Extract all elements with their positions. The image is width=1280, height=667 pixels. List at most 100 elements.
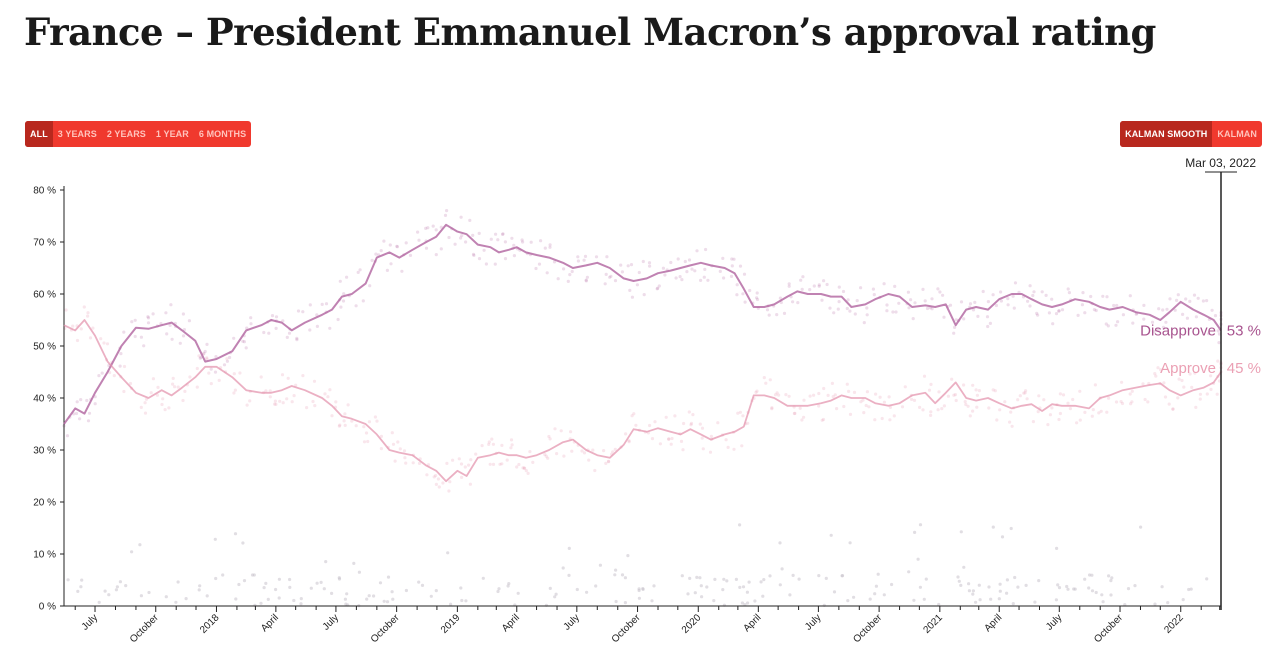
poll-point [1171, 407, 1175, 411]
poll-point [112, 374, 116, 378]
range-all-button[interactable]: ALL [25, 121, 53, 147]
poll-point [270, 314, 275, 318]
x-tick-label: 2021 [921, 612, 945, 636]
x-tick-label: October [128, 612, 161, 645]
range-2-years-button[interactable]: 2 YEARS [106, 129, 146, 139]
poll-point [1205, 299, 1209, 303]
x-tick-label: 2018 [198, 612, 222, 636]
poll-point [1090, 414, 1094, 418]
poll-point [556, 277, 560, 281]
poll-point [1216, 329, 1220, 333]
poll-point [241, 339, 245, 343]
poll-point [338, 279, 342, 283]
poll-point [323, 392, 327, 396]
poll-point [831, 395, 835, 399]
poll-point [880, 416, 884, 421]
poll-point [1114, 400, 1119, 404]
poll-point [429, 594, 433, 598]
x-tick-label: April [982, 612, 1004, 634]
poll-point [1198, 392, 1202, 396]
poll-point [845, 382, 849, 386]
poll-point [477, 231, 481, 235]
poll-point [836, 307, 840, 311]
range-1-year-button[interactable]: 1 YEAR [155, 129, 189, 139]
poll-point [1006, 297, 1010, 301]
poll-point [726, 445, 730, 449]
poll-point [278, 399, 282, 403]
poll-point [342, 419, 346, 423]
poll-point [576, 255, 580, 259]
poll-point [447, 235, 451, 240]
poll-point [973, 300, 977, 304]
range-3-years-button[interactable]: 3 YEARS [57, 129, 97, 139]
poll-point [103, 589, 107, 593]
poll-point [702, 275, 706, 279]
poll-point [817, 574, 821, 578]
poll-point [181, 398, 185, 403]
poll-point [799, 278, 803, 282]
poll-point [594, 584, 598, 588]
poll-point [630, 295, 635, 299]
poll-point [436, 477, 440, 481]
poll-point [233, 388, 237, 392]
poll-point [449, 602, 453, 606]
poll-point [228, 355, 232, 360]
range-6-months-button[interactable]: 6 MONTHS [198, 129, 247, 139]
poll-point [985, 315, 990, 319]
poll-point [362, 425, 366, 429]
poll-point [761, 594, 765, 598]
poll-point [1143, 397, 1147, 402]
poll-point [1215, 392, 1219, 396]
poll-point [539, 239, 543, 243]
poll-point [357, 570, 361, 574]
poll-point [151, 377, 155, 381]
poll-point [503, 240, 507, 244]
poll-point [614, 599, 618, 604]
poll-point [249, 316, 253, 320]
kalman-smooth-button[interactable]: KALMAN SMOOTH [1120, 121, 1213, 147]
poll-point [591, 448, 595, 452]
poll-point [1115, 303, 1119, 308]
poll-point [79, 327, 83, 331]
poll-point [122, 330, 126, 334]
poll-point [1051, 322, 1055, 326]
poll-point [846, 599, 850, 603]
poll-point [139, 335, 143, 339]
poll-point [1123, 603, 1127, 607]
poll-point [484, 262, 488, 266]
poll-point [743, 300, 747, 304]
poll-point [417, 580, 421, 584]
poll-point [521, 240, 525, 244]
poll-point [609, 274, 613, 278]
poll-point [1037, 394, 1041, 398]
poll-point [1187, 587, 1191, 592]
poll-point [700, 426, 705, 430]
poll-point [874, 392, 878, 396]
poll-point [146, 315, 150, 319]
poll-point [431, 224, 435, 228]
poll-point [1116, 320, 1120, 324]
poll-point [512, 254, 517, 258]
poll-point [623, 601, 628, 605]
poll-point [777, 393, 781, 397]
poll-point [364, 431, 369, 435]
poll-point [330, 591, 334, 595]
poll-point [755, 296, 759, 300]
poll-point [971, 308, 976, 312]
date-marker-label: Mar 03, 2022 [1185, 156, 1256, 170]
poll-point [198, 356, 202, 360]
poll-point [828, 306, 832, 310]
poll-point [924, 577, 928, 581]
poll-point [379, 434, 383, 438]
poll-point [605, 255, 609, 259]
poll-point [721, 256, 725, 260]
kalman-button[interactable]: KALMAN [1217, 129, 1257, 139]
poll-point [1173, 308, 1177, 312]
poll-point [923, 299, 927, 303]
poll-point [580, 449, 584, 453]
poll-point [489, 237, 493, 241]
poll-point [994, 303, 999, 308]
approval-chart[interactable]: 0 % 10 % 20 % 30 % 40 % 50 % 60 % 70 % 80 % July… [0, 150, 1280, 667]
poll-point [259, 601, 263, 605]
poll-point [575, 587, 579, 592]
